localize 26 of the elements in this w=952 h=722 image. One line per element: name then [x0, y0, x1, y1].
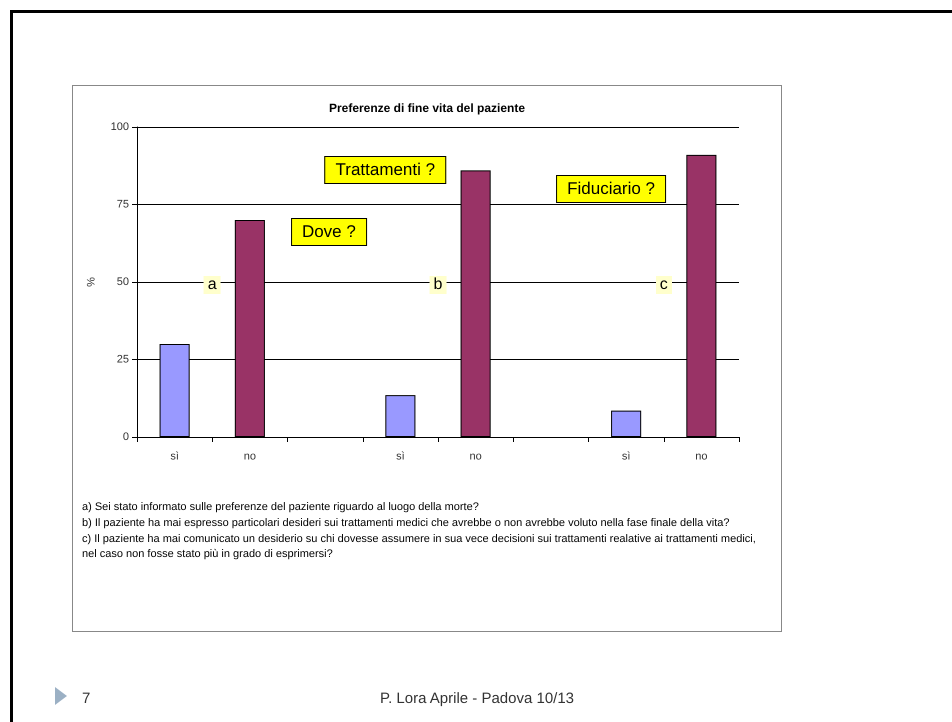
annotation: c	[656, 276, 672, 294]
x-tick-label: sì	[622, 450, 630, 462]
y-tick-label: 50	[116, 276, 129, 288]
text: c) Il paziente ha mai comunicato un desiderio su chi dovesse assumere in sua vece decisioni sui trattamenti realative ai trattamenti medici, nel caso non fosse stato più in grado di esprimersi?	[82, 532, 757, 562]
x-tick-label: no	[470, 450, 482, 462]
x-tick-label: sì	[170, 450, 179, 462]
chart-title: Preferenze di fine vita del paziente	[328, 101, 526, 115]
bar	[611, 410, 642, 437]
text: P. Lora Aprile - Padova 10/13	[380, 690, 574, 707]
x-tick-label: no	[244, 450, 256, 462]
x-tick-label: sì	[396, 450, 405, 462]
text: b) Il paziente ha mai espresso particolari desideri sui trattamenti medici che avrebbe o non avrebbe voluto nella fase finale della vita?	[82, 516, 731, 531]
annotation: Fiduciario ?	[556, 175, 666, 203]
annotation: Trattamenti ?	[324, 156, 446, 184]
y-tick-label: 100	[110, 121, 129, 133]
x-tick-label: no	[695, 450, 708, 462]
y-tick-label: 75	[116, 198, 129, 210]
annotation: Dove ?	[290, 218, 367, 246]
text: a) Sei stato informato sulle preferenze del paziente riguardo al luogo della morte?	[82, 500, 480, 515]
y-axis-title: %	[86, 276, 98, 287]
y-tick-label: 25	[116, 354, 129, 366]
y-tick-label: 0	[122, 431, 129, 443]
annotation: b	[430, 276, 446, 294]
bar	[385, 395, 416, 437]
annotation: a	[204, 276, 221, 294]
text: 7	[82, 690, 90, 707]
